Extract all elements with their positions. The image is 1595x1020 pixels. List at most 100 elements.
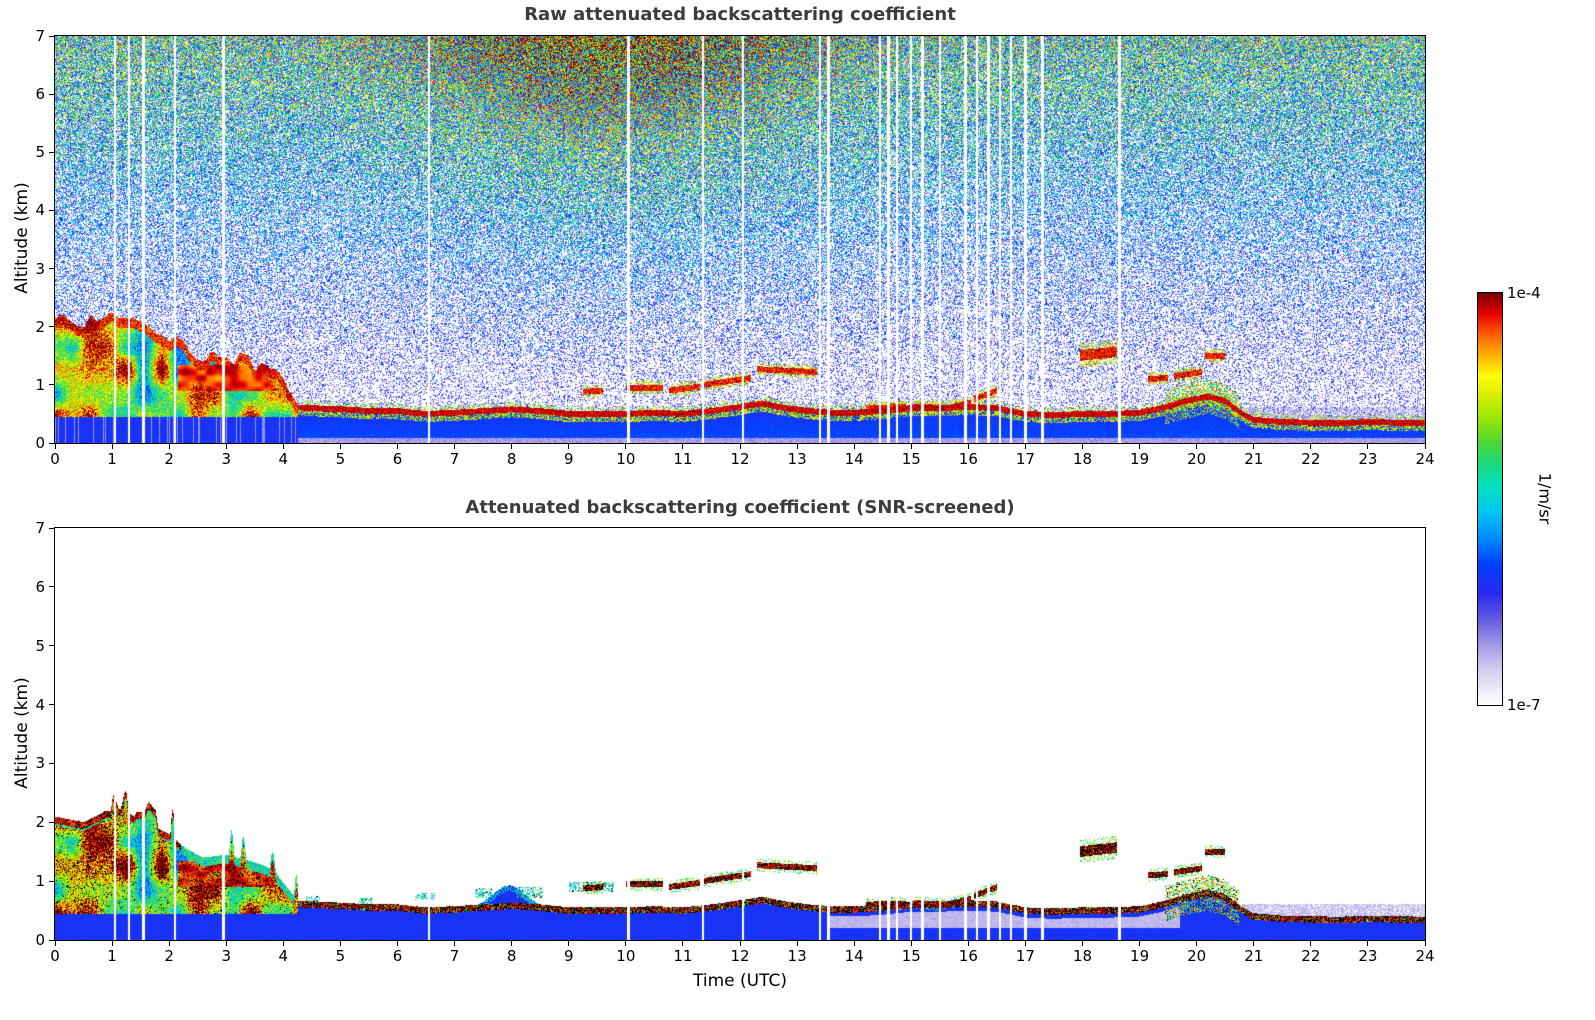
x-tick-label: 24 (1415, 947, 1435, 965)
x-tick-label: 11 (673, 450, 693, 468)
x-tick-mark (397, 444, 398, 449)
y-tick-label: 0 (35, 931, 45, 949)
x-tick-label: 8 (506, 450, 517, 468)
x-tick-mark (111, 941, 113, 946)
y-tick-mark (49, 821, 54, 823)
x-tick-mark (1253, 444, 1255, 449)
x-tick-mark (339, 444, 341, 449)
x-tick-mark (568, 941, 570, 946)
x-tick-mark (225, 444, 227, 449)
x-tick-label: 15 (901, 947, 921, 965)
x-tick-label: 19 (1130, 947, 1150, 965)
x-tick-label: 4 (278, 450, 289, 468)
y-tick-label: 2 (35, 317, 45, 336)
y-tick-mark (49, 151, 54, 153)
panel-title-screened: Attenuated backscattering coefficient (S… (465, 497, 1015, 518)
x-tick-label: 22 (1301, 947, 1321, 965)
x-tick-label: 13 (787, 947, 807, 965)
y-axis-label-screened: Altitude (km) (12, 677, 32, 789)
x-tick-label: 13 (787, 450, 807, 468)
x-tick-label: 12 (730, 450, 750, 468)
y-tick-mark (49, 93, 54, 95)
x-tick-label: 14 (844, 947, 864, 965)
x-tick-mark (282, 941, 284, 946)
y-tick-mark (49, 35, 54, 37)
x-tick-label: 8 (506, 947, 517, 965)
heatmap-canvas-raw (55, 36, 1425, 443)
x-tick-mark (1424, 941, 1426, 946)
x-tick-label: 3 (221, 450, 232, 468)
x-tick-label: 16 (958, 947, 978, 965)
y-tick-label: 3 (35, 259, 45, 278)
x-tick-label: 10 (616, 450, 636, 468)
x-tick-label: 19 (1130, 450, 1150, 468)
x-tick-label: 6 (392, 947, 403, 965)
x-tick-label: 5 (335, 450, 346, 468)
x-tick-mark (511, 444, 513, 449)
screened-panel-plot-area (54, 527, 1426, 941)
colorbar (1477, 292, 1503, 706)
x-tick-mark (739, 444, 741, 449)
x-tick-mark (910, 941, 912, 946)
x-tick-mark (397, 941, 398, 946)
x-tick-label: 23 (1358, 947, 1378, 965)
y-tick-label: 5 (35, 636, 45, 655)
x-tick-mark (967, 941, 969, 946)
x-tick-label: 20 (1187, 450, 1207, 468)
x-tick-label: 5 (335, 947, 346, 965)
x-tick-mark (1024, 941, 1026, 946)
raw-panel-plot-area (54, 35, 1426, 444)
x-tick-label: 24 (1415, 450, 1435, 468)
y-tick-mark (49, 384, 54, 386)
x-tick-label: 0 (50, 450, 60, 468)
x-tick-mark (1196, 941, 1198, 946)
colorbar-canvas (1478, 293, 1502, 705)
x-tick-label: 15 (901, 450, 921, 468)
y-tick-label: 4 (35, 201, 45, 220)
x-tick-mark (1139, 941, 1141, 946)
x-tick-label: 20 (1187, 947, 1207, 965)
y-tick-mark (49, 442, 54, 444)
panel-title-raw: Raw attenuated backscattering coefficien… (524, 4, 956, 25)
x-tick-mark (54, 444, 56, 449)
x-tick-mark (1310, 941, 1312, 946)
y-tick-mark (49, 209, 54, 211)
x-tick-mark (1253, 941, 1255, 946)
x-tick-label: 16 (958, 450, 978, 468)
y-tick-mark (49, 645, 54, 647)
colorbar-unit-label: 1/m/sr (1535, 472, 1555, 525)
x-tick-mark (168, 444, 170, 449)
x-tick-mark (568, 444, 570, 449)
y-tick-mark (49, 268, 54, 270)
x-tick-mark (682, 941, 684, 946)
x-tick-label: 6 (392, 450, 403, 468)
x-tick-label: 21 (1244, 450, 1264, 468)
x-tick-label: 0 (50, 947, 60, 965)
y-tick-mark (49, 704, 54, 706)
x-tick-mark (511, 941, 513, 946)
x-tick-label: 22 (1301, 450, 1321, 468)
x-tick-mark (454, 941, 456, 946)
x-tick-mark (796, 444, 798, 449)
x-tick-mark (225, 941, 227, 946)
x-tick-mark (1310, 444, 1312, 449)
heatmap-canvas-screened (55, 528, 1425, 940)
y-tick-label: 2 (35, 813, 45, 832)
y-tick-label: 4 (35, 695, 45, 714)
colorbar-max-label: 1e-4 (1507, 284, 1541, 302)
x-tick-mark (625, 444, 627, 449)
x-tick-mark (339, 941, 341, 946)
x-tick-label: 1 (107, 450, 117, 468)
x-tick-label: 9 (563, 947, 574, 965)
x-tick-label: 2 (164, 947, 174, 965)
x-tick-mark (1082, 941, 1083, 946)
x-axis-label: Time (UTC) (693, 971, 787, 991)
x-tick-mark (1024, 444, 1026, 449)
x-tick-mark (168, 941, 170, 946)
x-tick-label: 23 (1358, 450, 1378, 468)
x-tick-mark (1139, 444, 1141, 449)
x-tick-mark (454, 444, 456, 449)
x-tick-mark (1367, 444, 1369, 449)
x-tick-mark (111, 444, 113, 449)
x-tick-mark (682, 444, 684, 449)
